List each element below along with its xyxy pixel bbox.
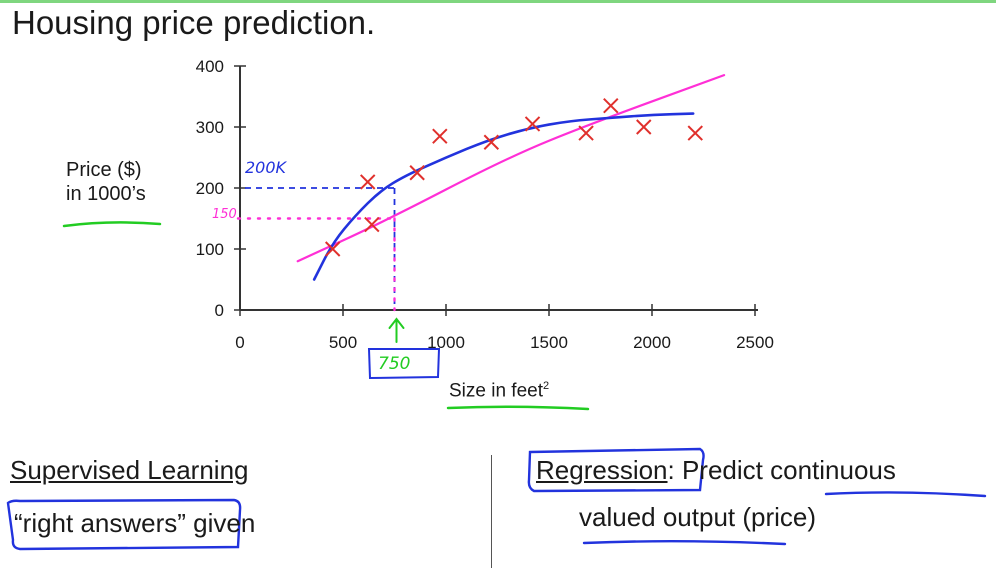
data-point-stroke <box>432 128 448 144</box>
y-axis-label-line-1: Price ($) <box>66 159 142 181</box>
data-point-stroke <box>324 241 341 257</box>
handwritten-annotations <box>6 221 987 551</box>
x-tick-label: 1500 <box>530 333 568 352</box>
x-tick-label: 500 <box>329 333 357 352</box>
data-point-stroke <box>483 134 500 150</box>
chart-axes <box>234 65 758 316</box>
prediction-label-150: 150 <box>212 207 237 222</box>
data-points <box>324 97 703 257</box>
data-point-stroke <box>360 174 376 190</box>
data-point <box>687 125 703 141</box>
data-point-stroke <box>578 125 594 141</box>
right-answers-given-text: “right answers” given <box>14 508 256 538</box>
data-point-stroke <box>409 165 425 181</box>
right-answers-box <box>6 498 242 551</box>
query-size-label-750: 750 <box>378 354 411 374</box>
regression-description: : Predict continuous <box>667 455 896 485</box>
y-tick-label: 0 <box>215 301 224 320</box>
data-point-stroke <box>603 97 619 114</box>
valued-output-underline <box>582 540 787 546</box>
fit-lines <box>296 74 726 281</box>
regression-box <box>527 447 705 493</box>
x-label-underline <box>446 405 590 411</box>
y-axis-label-line-2: in 1000’s <box>66 183 146 205</box>
y-tick-label: 100 <box>196 240 224 259</box>
green-arrow-up <box>388 317 405 343</box>
y-axis-label: Price ($) in 1000’s <box>66 158 146 206</box>
y-tick-label: 300 <box>196 118 224 137</box>
x-tick-label: 2500 <box>736 333 774 352</box>
data-point-stroke <box>687 125 703 141</box>
x-tick-label: 2000 <box>633 333 671 352</box>
continuous-output-text: valued output (price) <box>579 502 817 532</box>
data-point-stroke <box>636 119 652 135</box>
data-point <box>636 119 652 135</box>
data-point-stroke <box>364 216 380 233</box>
continuous-underline <box>824 491 987 498</box>
top-border-line <box>0 0 996 3</box>
x-tick-label: 1000 <box>427 333 465 352</box>
y-tick-label: 400 <box>196 57 224 76</box>
x-axis-label-text: Size in feet <box>449 380 543 402</box>
x-axis-label: Size in feet2 <box>449 380 549 402</box>
data-point-stroke <box>524 116 541 132</box>
regression-heading: Regression <box>536 455 668 485</box>
query-label-box <box>367 348 441 380</box>
curve-fit-line <box>312 112 695 281</box>
data-point <box>360 174 376 190</box>
data-point <box>603 97 619 114</box>
linear-fit-line <box>296 74 726 263</box>
regression-line: Regression: Predict continuous <box>536 455 896 486</box>
x-axis-label-superscript: 2 <box>543 380 550 392</box>
data-point <box>524 116 541 132</box>
y-tick-label: 200 <box>196 179 224 198</box>
data-point <box>324 241 341 257</box>
data-point <box>432 128 448 144</box>
data-point <box>578 125 594 141</box>
annotation-guides <box>236 187 396 312</box>
y-label-underline <box>62 221 162 228</box>
page-title: Housing price prediction. <box>12 4 376 41</box>
data-point <box>364 216 380 233</box>
x-tick-labels: 0 500 1000 1500 2000 2500 <box>235 333 774 352</box>
y-tick-labels: 0 100 200 300 400 <box>196 57 224 320</box>
data-point <box>483 134 500 150</box>
supervised-learning-heading: Supervised Learning <box>10 455 249 485</box>
section-divider <box>491 455 492 568</box>
x-tick-label: 0 <box>235 333 244 352</box>
prediction-label-200k: 200K <box>245 158 287 177</box>
data-point <box>409 165 425 181</box>
